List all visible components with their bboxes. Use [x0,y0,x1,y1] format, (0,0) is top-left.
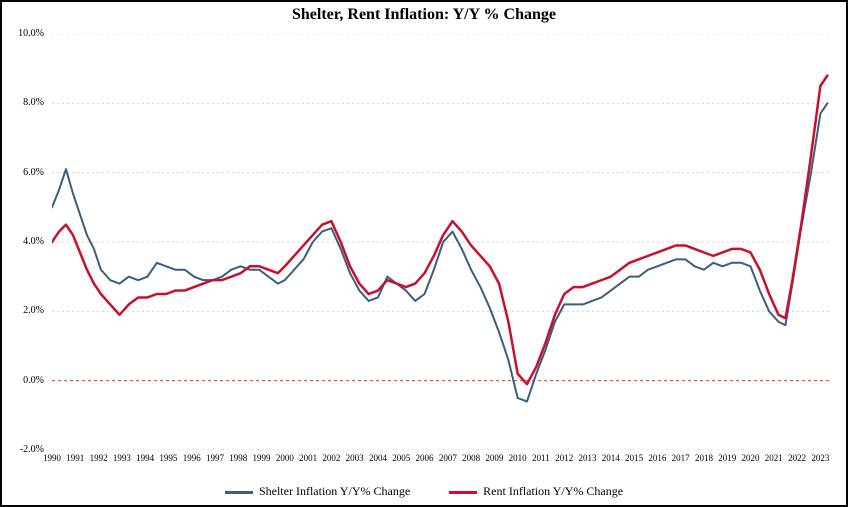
chart-container: Shelter, Rent Inflation: Y/Y % Change Sh… [0,0,848,507]
x-axis-label: 2004 [369,453,387,463]
x-axis-label: 1992 [90,453,108,463]
x-axis-label: 2018 [695,453,713,463]
x-axis-label: 1999 [253,453,271,463]
x-axis-label: 2007 [439,453,457,463]
x-axis-label: 1993 [113,453,131,463]
x-axis-label: 2021 [765,453,783,463]
x-axis-label: 1995 [159,453,177,463]
chart-legend: Shelter Inflation Y/Y% Change Rent Infla… [2,484,846,499]
legend-item-rent: Rent Inflation Y/Y% Change [449,484,623,499]
x-axis-label: 2006 [416,453,434,463]
x-axis-label: 2014 [602,453,620,463]
y-axis-label: 6.0% [23,167,44,178]
chart-title: Shelter, Rent Inflation: Y/Y % Change [2,6,846,24]
x-axis-label: 2019 [718,453,736,463]
x-axis-label: 1998 [229,453,247,463]
x-axis-label: 2013 [579,453,597,463]
x-axis-label: 2009 [485,453,503,463]
x-axis-label: 2000 [276,453,294,463]
y-axis-label: 0.0% [23,375,44,386]
y-axis-label: 10.0% [18,28,44,39]
x-axis-label: 2010 [509,453,527,463]
legend-label-rent: Rent Inflation Y/Y% Change [483,484,623,498]
x-axis-label: 2012 [555,453,573,463]
y-axis-label: -2.0% [20,444,44,455]
legend-swatch-shelter [225,491,253,494]
x-axis-label: 2002 [322,453,340,463]
x-axis-label: 2016 [648,453,666,463]
x-axis-label: 1996 [183,453,201,463]
legend-item-shelter: Shelter Inflation Y/Y% Change [225,484,410,499]
legend-label-shelter: Shelter Inflation Y/Y% Change [259,484,410,498]
x-axis-label: 2011 [532,453,550,463]
x-axis-label: 1990 [43,453,61,463]
x-axis-label: 2005 [392,453,410,463]
chart-plot [52,34,832,450]
x-axis-label: 2023 [811,453,829,463]
x-axis-label: 2017 [672,453,690,463]
y-axis-label: 2.0% [23,305,44,316]
x-axis-label: 2001 [299,453,317,463]
x-axis-label: 1994 [136,453,154,463]
x-axis-label: 1997 [206,453,224,463]
legend-swatch-rent [449,491,477,494]
x-axis-label: 2008 [462,453,480,463]
x-axis-label: 2022 [788,453,806,463]
x-axis-label: 2003 [346,453,364,463]
y-axis-label: 4.0% [23,236,44,247]
x-axis-label: 2015 [625,453,643,463]
y-axis-label: 8.0% [23,97,44,108]
x-axis-label: 2020 [742,453,760,463]
x-axis-label: 1991 [66,453,84,463]
